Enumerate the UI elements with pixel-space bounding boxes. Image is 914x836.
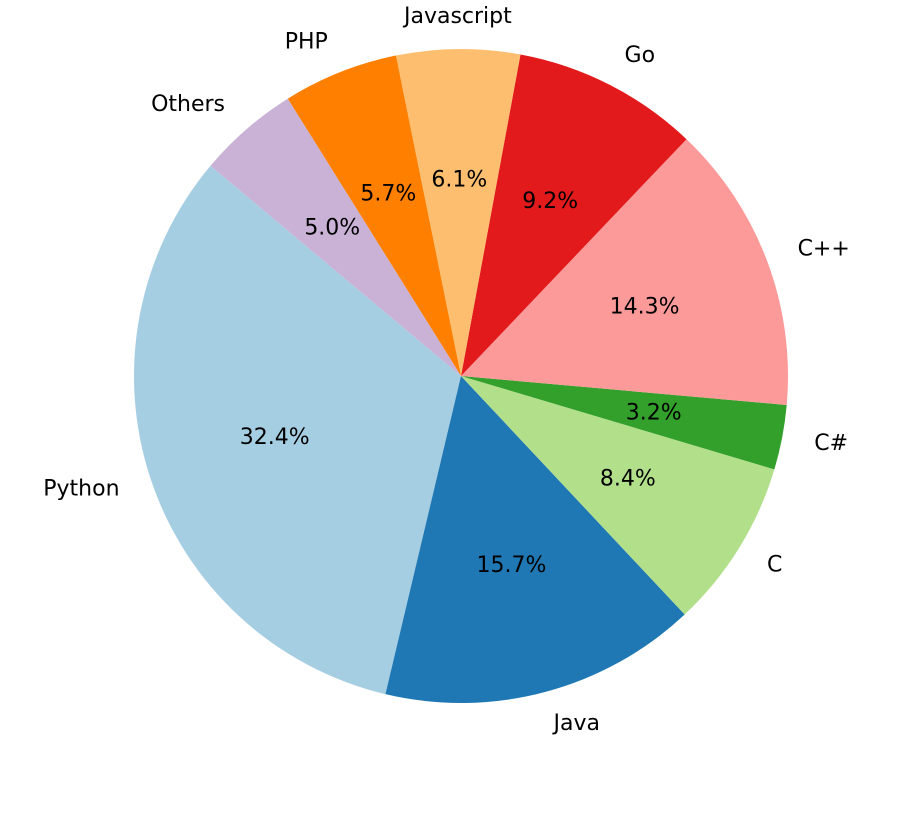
percent-label-c-sharp: 3.2% xyxy=(626,400,682,425)
pie-slice-java xyxy=(385,376,685,703)
category-label-php: PHP xyxy=(285,29,328,54)
pie-slice-c xyxy=(461,376,775,615)
category-label-c-sharp: C# xyxy=(814,431,848,456)
percent-label-others: 5.0% xyxy=(304,215,360,240)
pie-slice-php xyxy=(287,55,461,376)
pie-slice-go xyxy=(461,54,687,376)
percent-label-php: 5.7% xyxy=(360,181,416,206)
percent-label-c-plus-plus: 14.3% xyxy=(610,294,680,319)
category-label-c-plus-plus: C++ xyxy=(798,237,850,262)
category-label-python: Python xyxy=(43,477,119,502)
percent-label-go: 9.2% xyxy=(522,189,578,214)
pie-slice-others xyxy=(210,98,461,376)
percent-label-java: 15.7% xyxy=(477,553,547,578)
pie-slice-javascript xyxy=(395,48,521,376)
category-label-c: C xyxy=(767,553,782,578)
pie-slice-c-sharp xyxy=(461,376,787,470)
category-label-javascript: Javascript xyxy=(402,4,512,29)
pie-slice-c-plus-plus xyxy=(461,139,789,405)
category-label-others: Others xyxy=(151,92,225,117)
percent-label-c: 8.4% xyxy=(600,467,656,492)
pie-slice-python xyxy=(133,165,462,695)
category-label-java: Java xyxy=(551,711,599,736)
percent-label-python: 32.4% xyxy=(240,425,310,450)
percent-label-javascript: 6.1% xyxy=(431,167,487,192)
category-label-go: Go xyxy=(625,43,656,68)
